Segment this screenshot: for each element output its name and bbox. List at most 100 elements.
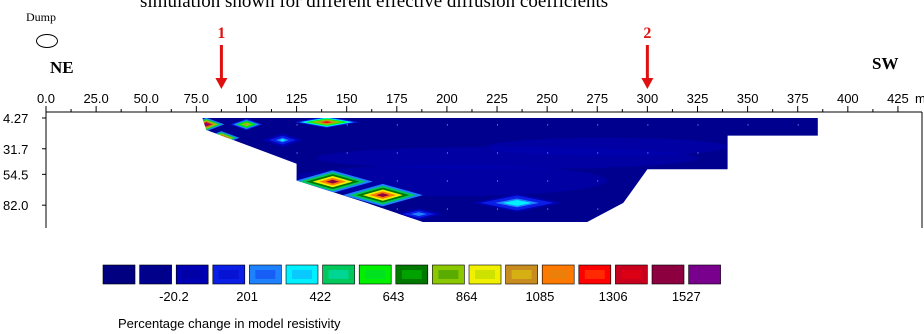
grid-dot [196,124,197,125]
grid-dot [446,124,448,126]
anomaly-contour [376,193,390,197]
grid-dot [246,208,248,210]
legend-swatch-inner [218,270,239,279]
grid-dot [497,124,499,126]
grid-dot [146,124,147,125]
grid-dot [848,209,849,210]
legend-value-label: 422 [309,289,331,304]
marker-arrow-head [641,78,654,89]
anomaly-contour [325,179,340,184]
grid-dot [346,208,348,210]
anomaly-contour [414,213,423,216]
grid-dot [246,152,248,154]
legend-value-label: 1527 [672,289,701,304]
grid-dot [647,180,649,182]
x-tick-label: 150 [336,91,358,106]
legend-value-label: 1306 [599,289,628,304]
grid-dot [547,180,549,182]
grid-dot [296,124,298,126]
legend-swatch-inner [365,270,386,279]
grid-dot [346,180,348,182]
grid-dot [848,181,849,182]
texture-band [487,137,728,156]
legend-swatch [468,264,502,285]
legend-swatch [651,264,685,285]
legend-value-label: 1085 [525,289,554,304]
grid-dot [647,208,649,210]
legend-value-label: 643 [383,289,405,304]
y-tick-label: 31.7 [3,142,28,157]
legend-swatch-inner [548,270,569,279]
legend-swatch [505,264,538,285]
legend-swatch [615,264,648,285]
grid-dot [797,152,799,154]
grid-dot [898,124,899,125]
legend-swatch-inner [328,270,349,279]
grid-dot [747,152,749,154]
x-tick-label: 400 [837,91,859,106]
anomaly-contour [218,136,225,140]
anomaly-contour [509,201,525,205]
grid-dot [146,209,147,210]
direction-label-ne: NE [50,58,74,77]
grid-dot [597,180,599,182]
anomaly-contour [203,123,210,126]
x-tick-label: 50.0 [134,91,159,106]
grid-dot [346,124,348,126]
legend-swatch [541,264,575,285]
grid-dot [246,180,248,182]
y-tick-label: 82.0 [3,198,28,213]
legend-swatch [139,264,172,285]
grid-dot [96,181,97,182]
x-tick-label: 175 [386,91,408,106]
figure-caption: simulation shown for different effective… [140,0,609,12]
grid-dot [797,180,799,182]
grid-dot [396,152,398,154]
grid-dot [898,209,899,210]
grid-dot [146,152,147,153]
legend-swatch-inner [584,270,605,279]
grid-dot [96,124,97,125]
grid-dot [296,208,298,210]
legend-swatch-inner [145,270,166,279]
marker-arrow-head [215,78,228,89]
grid-dot [848,124,849,125]
grid-dot [446,180,448,182]
grid-dot [597,208,599,210]
grid-dot [747,124,749,126]
legend-swatch [432,264,465,285]
x-tick-label: 350 [737,91,759,106]
x-tick-label: 100 [236,91,258,106]
grid-dot [196,181,197,182]
grid-dot [697,124,699,126]
x-tick-label: 275 [586,91,608,106]
grid-dot [597,152,599,154]
grid-dot [898,152,899,153]
legend-value-label: 864 [456,289,478,304]
grid-dot [697,152,699,154]
legend-title: Percentage change in model resistivity [118,316,341,331]
legend-swatch-inner [401,270,422,279]
x-tick-label: 125 [286,91,308,106]
grid-dot [747,208,749,210]
marker-label: 2 [643,25,651,42]
legend-swatch-inner [438,270,459,279]
legend-swatch-inner [182,270,203,279]
grid-dot [96,209,97,210]
x-tick-label: 425 [887,91,909,106]
direction-label-sw: SW [872,54,899,73]
legend-swatch [285,264,319,285]
x-tick-label: 300 [637,91,659,106]
legend-value-label: 201 [236,289,258,304]
x-tick-label: 325 [687,91,709,106]
marker-label: 1 [217,25,225,42]
grid-dot [547,152,549,154]
y-tick-label: 54.5 [3,167,28,182]
legend-swatch-inner [292,270,312,279]
anomaly-contour [321,121,332,124]
x-tick-label: 200 [436,91,458,106]
dump-icon [36,34,58,48]
grid-dot [547,208,549,210]
legend-value-label: -20.2 [159,289,189,304]
